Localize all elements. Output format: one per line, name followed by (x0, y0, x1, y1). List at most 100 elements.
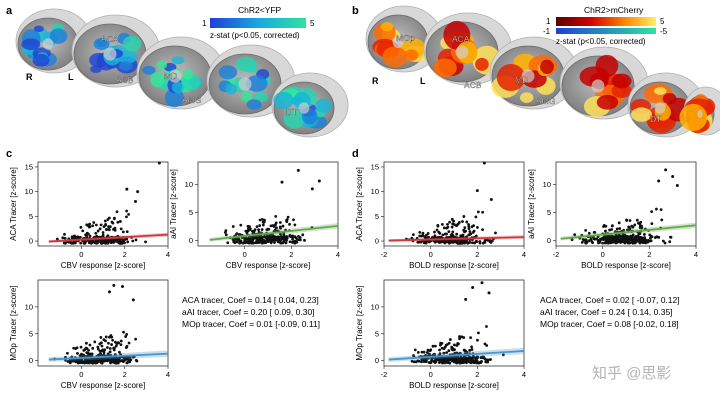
x-tick-label: 0 (429, 370, 433, 379)
data-point (73, 241, 77, 245)
data-point (121, 284, 124, 288)
data-point (477, 361, 481, 365)
data-point (421, 231, 425, 235)
scatter-plot-c_aca: 0 2 4 0 5 10 15 CBV response [z-score] ACA Trace… (9, 161, 170, 270)
data-point (436, 357, 440, 361)
data-point (633, 235, 637, 239)
data-point (224, 233, 228, 237)
data-point (239, 223, 243, 227)
data-point (134, 358, 138, 362)
data-point (120, 359, 124, 363)
activation-blob (519, 92, 534, 103)
data-point (413, 348, 417, 352)
data-point (113, 226, 117, 230)
data-point (79, 225, 83, 229)
data-point (291, 237, 294, 241)
data-point (422, 350, 426, 354)
data-point (303, 238, 306, 242)
data-point (615, 227, 619, 231)
data-point (613, 236, 616, 239)
data-point (458, 351, 462, 355)
data-point (484, 238, 487, 242)
data-point (92, 359, 96, 363)
data-point (279, 235, 283, 238)
activation-blob (119, 61, 133, 71)
data-point (448, 241, 452, 245)
data-point (623, 233, 627, 237)
data-point (603, 234, 607, 238)
data-point (593, 230, 597, 234)
data-point (615, 240, 619, 244)
region-label: MOp (396, 33, 415, 43)
stats-d: ACA tracer, Coef = 0.02 [ -0.07, 0.12] a… (540, 295, 680, 329)
colorbar-b: ChR2>mCherry 1 5 -1 -5 z-stat (p<0.05, c… (543, 5, 668, 46)
y-axis-label: ACA Tracer [z-score] (9, 167, 18, 241)
data-point (467, 233, 471, 237)
data-point (226, 241, 230, 245)
x-tick-label: 0 (243, 250, 247, 259)
data-point (460, 335, 464, 339)
data-point (288, 222, 291, 226)
data-point (66, 359, 70, 363)
data-point (471, 357, 474, 360)
activation-blob (156, 60, 168, 70)
y-axis-label: MOp Tracer [z-score] (9, 285, 18, 360)
stats-d-aca: ACA tracer, Coef = 0.02 [ -0.07, 0.12] (540, 295, 680, 305)
stats-c-mop: MOp tracer, Coef = 0.01 [-0.09, 0.11] (182, 319, 320, 329)
y-tick-label: 0 (547, 236, 551, 245)
data-point (98, 342, 102, 346)
y-tick-label: 15 (25, 162, 33, 171)
data-point (630, 224, 634, 228)
data-point (426, 348, 430, 352)
data-point (119, 339, 123, 343)
stats-c-aca: ACA tracer, Coef = 0.14 [ 0.04, 0.23] (182, 295, 319, 305)
data-point (433, 234, 437, 238)
data-point (66, 351, 69, 355)
data-point (98, 227, 102, 231)
data-point (79, 241, 83, 245)
data-point (465, 361, 468, 365)
data-point (446, 225, 450, 229)
data-point (85, 223, 89, 227)
data-point (447, 349, 451, 353)
data-point (445, 357, 449, 361)
data-point (264, 240, 268, 244)
data-point (494, 231, 497, 235)
activation-blob (240, 91, 253, 102)
data-point (479, 356, 483, 359)
data-point (293, 223, 297, 227)
data-point (89, 239, 92, 243)
data-point (275, 226, 278, 230)
x-tick-label: 0 (79, 370, 83, 379)
data-point (584, 241, 588, 245)
data-point (288, 233, 292, 237)
regression-line (560, 224, 697, 240)
data-point (288, 240, 292, 244)
data-point (68, 361, 72, 364)
plot-frame (197, 161, 339, 247)
x-tick-label: 0 (601, 250, 605, 259)
data-point (84, 360, 88, 364)
data-point (121, 230, 125, 234)
data-point (131, 298, 135, 302)
data-point (650, 210, 654, 214)
data-point (477, 331, 480, 335)
activation-blob (171, 56, 185, 65)
data-point (640, 240, 643, 244)
data-point (589, 237, 593, 241)
orientation-r-a: R (26, 72, 33, 82)
data-point (635, 218, 639, 222)
data-point (432, 359, 436, 363)
data-point (128, 359, 131, 363)
activation-blob (611, 73, 632, 89)
data-point (128, 355, 131, 359)
data-point (448, 338, 452, 341)
data-point (484, 360, 488, 364)
x-axis-label: CBV response [z-score] (61, 381, 145, 390)
data-point (619, 240, 623, 244)
data-point (103, 219, 107, 223)
activation-blob (382, 46, 408, 68)
data-point (458, 335, 461, 338)
data-point (263, 218, 266, 222)
data-point (116, 240, 119, 244)
